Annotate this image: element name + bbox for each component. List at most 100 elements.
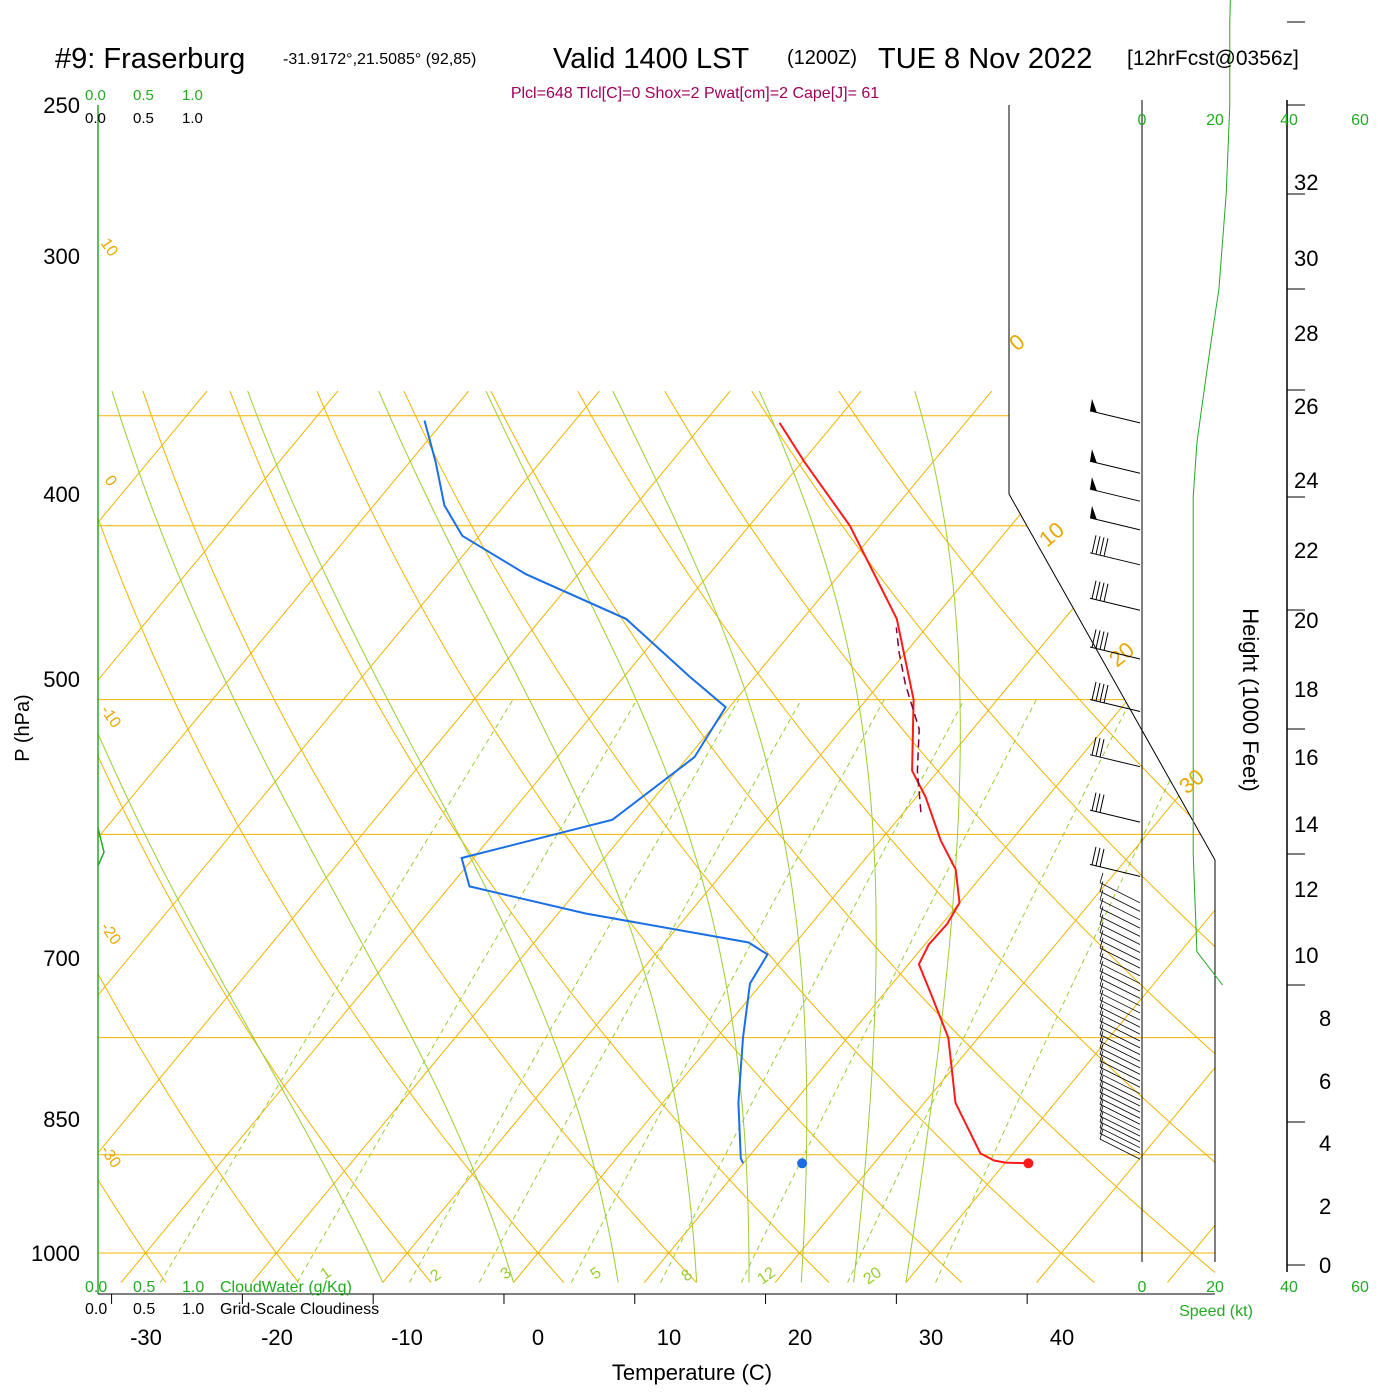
isotherm-label: 10	[97, 236, 121, 260]
wind-barb-staff	[1099, 1079, 1141, 1101]
dry-adiabat-line	[98, 390, 299, 1283]
wind-barb-feather	[1099, 960, 1104, 972]
wind-barb-feather	[1099, 1063, 1104, 1074]
wind-barb-feather	[1091, 580, 1097, 599]
dry-adiabat-labels: 0 10 20 30	[1004, 329, 1209, 799]
mixing-ratio-line	[847, 699, 1132, 1283]
moist-adiabat-line	[98, 390, 384, 1283]
mixing-ratio-line	[740, 699, 1037, 1283]
dry-adiabat-line	[751, 390, 1215, 1283]
cloudiness-tick: 0.0	[85, 1301, 107, 1318]
temperature-tick: -20	[261, 1325, 293, 1350]
wind-barb-pennant	[1090, 477, 1097, 492]
mixing-ratio-line	[935, 699, 1210, 1283]
wind-barb-staff	[1099, 940, 1141, 961]
wind-barb-staff	[1099, 1115, 1141, 1137]
wind-barb-feather	[1091, 681, 1097, 701]
cloudwater-tick: 1.0	[182, 1279, 204, 1296]
temperature-tick: -10	[391, 1325, 423, 1350]
wind-barb-staff	[1099, 891, 1141, 912]
speed-tick: 0	[1138, 1279, 1147, 1296]
wind-barb-feather	[1099, 881, 1104, 892]
wind-barb-feather	[1099, 1010, 1104, 1022]
mixing-ratio-line	[296, 699, 638, 1283]
wind-barb-feather	[1099, 922, 1104, 933]
wind-barb-staff	[1099, 932, 1141, 953]
wind-barb-feather	[1091, 846, 1097, 865]
wind-barb-feather	[1099, 1094, 1104, 1105]
height-tick: 14	[1294, 812, 1318, 837]
wind-barb-feather	[1091, 629, 1097, 648]
wind-barb-feather	[1099, 848, 1105, 867]
pressure-tick: 850	[43, 1107, 80, 1132]
wind-barb-staff	[1099, 970, 1141, 992]
wind-barb-feather	[1095, 630, 1101, 649]
wind-barb-staff	[1099, 955, 1141, 977]
pressure-tick: 500	[43, 667, 80, 692]
wind-barb-staff	[1089, 754, 1141, 768]
wind-barb-staff	[1099, 1066, 1141, 1088]
wind-barb-staff	[1099, 978, 1141, 999]
wind-barb-staff	[1099, 963, 1141, 984]
station-title: #9: Fraserburg	[55, 43, 245, 75]
wind-barb-feather	[1091, 535, 1097, 554]
wind-barb-staff	[1089, 552, 1141, 566]
moist-adiabat-line	[905, 390, 961, 1283]
wind-barb-staff	[1099, 1138, 1141, 1160]
isotherm-label: -10	[97, 703, 124, 732]
dry-adiabat-label: 30	[1174, 764, 1209, 799]
wind-barb-feather	[1095, 581, 1101, 600]
wind-barb-feather	[1099, 582, 1105, 601]
wind-barb-feather	[1099, 1017, 1104, 1028]
temperature-tick: 20	[788, 1325, 812, 1350]
wind-barb-feather	[1099, 968, 1104, 979]
wind-barb-feather	[1103, 583, 1109, 602]
plot-right-boundary	[1008, 105, 1216, 861]
wind-barb-staff	[1099, 899, 1141, 921]
wind-barb-feather	[1099, 914, 1104, 925]
cloudwater-tick: 0.0	[85, 87, 106, 104]
wind-barbs	[1089, 398, 1141, 1160]
pressure-tick: 250	[43, 93, 80, 118]
moist-adiabat-line	[612, 390, 808, 1283]
speed-tick: 20	[1206, 1279, 1224, 1296]
wind-barb-feather	[1099, 889, 1104, 900]
moist-adiabat-line	[485, 390, 750, 1283]
station-coords: -31.9172°,21.5085° (92,85)	[283, 51, 476, 68]
mixing-ratio-label: 3	[498, 1264, 515, 1283]
wind-barb-pennant	[1090, 449, 1097, 464]
height-tick: 24	[1294, 468, 1318, 493]
isotherm-line	[98, 390, 731, 1283]
dry-adiabat-line	[229, 390, 830, 1283]
wind-barb-feather	[1099, 1082, 1104, 1093]
wind-barb-feather	[1099, 683, 1105, 703]
wind-barb-staff	[1089, 460, 1141, 474]
wind-barb-feather	[1099, 1024, 1104, 1035]
dewpoint-line	[423, 420, 769, 1164]
wind-barb-staff	[1099, 1133, 1141, 1154]
temperature-tick: 30	[919, 1325, 943, 1350]
height-tick: 12	[1294, 877, 1318, 902]
height-tick: 8	[1319, 1006, 1331, 1031]
dry-adiabat-line	[98, 390, 432, 1283]
isotherm-line	[0, 391, 76, 1282]
surface-temperature-dot	[1023, 1158, 1034, 1169]
wind-barb-staff	[1099, 1047, 1141, 1069]
wind-barb-staff	[1089, 863, 1141, 877]
cloudiness-tick: 1.0	[182, 1301, 204, 1318]
forecast-date: TUE 8 Nov 2022	[878, 43, 1092, 75]
isotherm-line	[774, 390, 1215, 1283]
wind-barb-feather	[1099, 1037, 1104, 1048]
wind-barb-staff	[1099, 992, 1141, 1014]
top-cloudiness-scale: 0.0 0.5 1.0	[85, 110, 203, 127]
wind-barb-feather	[1099, 982, 1104, 994]
wind-barb-feather	[1099, 906, 1104, 917]
mixing-ratio-line	[570, 699, 885, 1283]
height-tick: 0	[1319, 1253, 1331, 1278]
cloudiness-tick: 0.0	[85, 110, 106, 127]
moist-adiabat-line	[111, 390, 514, 1283]
dry-adiabat-line	[98, 391, 167, 1283]
wind-barb-staff	[1089, 410, 1141, 424]
height-tick: 6	[1319, 1069, 1331, 1094]
wind-barb-staff	[1089, 488, 1141, 502]
